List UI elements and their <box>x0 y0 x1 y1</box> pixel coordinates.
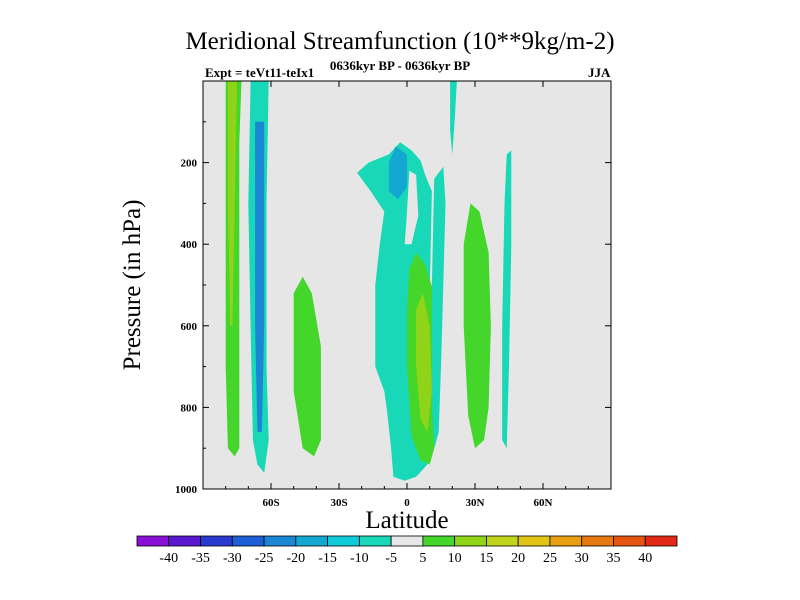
region-cyan-thin-45n <box>502 150 512 449</box>
colorbar-label: 30 <box>575 551 589 566</box>
x-tick-label: 60S <box>262 497 279 509</box>
y-tick-label: 400 <box>181 239 198 251</box>
region-cyan-band-15n <box>431 166 446 449</box>
contour-regions <box>225 81 512 481</box>
region-green-blob-45s <box>293 276 321 457</box>
colorbar-swatch <box>517 535 551 547</box>
colorbar-label: 5 <box>419 551 426 566</box>
region-gray-gap-equator <box>404 170 419 245</box>
colorbar-label: 20 <box>511 551 525 566</box>
x-tick-label: 0 <box>404 497 410 509</box>
colorbar-swatch <box>390 535 424 547</box>
chart-subtitle-period: 0636kyr BP - 0636kyr BP <box>329 58 471 73</box>
colorbar-label: -35 <box>191 551 210 566</box>
y-tick-label: 800 <box>181 402 198 414</box>
colorbar-swatch <box>168 535 201 547</box>
colorbar-swatch <box>486 535 519 547</box>
chart-title: Meridional Streamfunction (10**9kg/m-2) <box>185 28 615 55</box>
colorbar-label: -25 <box>255 551 274 566</box>
colorbar-label: 40 <box>638 551 652 566</box>
axis-ticks: 60S 30S 0 30N 60N 200 400 600 800 1000 <box>175 81 612 509</box>
colorbar-swatch <box>358 535 392 547</box>
colorbar-label: 35 <box>606 551 620 566</box>
y-tick-label: 200 <box>181 158 198 170</box>
x-axis-title: Latitude <box>365 507 448 534</box>
colorbar-label: -30 <box>223 551 242 566</box>
colorbar-label: -5 <box>385 551 397 566</box>
y-tick-label: 600 <box>181 321 198 333</box>
colorbar-swatch <box>422 535 456 547</box>
region-green-blob-30n <box>463 203 491 449</box>
colorbar-label: -40 <box>159 551 178 566</box>
colorbar-swatch <box>613 535 646 547</box>
colorbar-label: -10 <box>350 551 369 566</box>
colorbar-label: -20 <box>286 551 305 566</box>
colorbar-label: 15 <box>479 551 493 566</box>
colorbar-label: 10 <box>448 551 462 566</box>
colorbar-swatch <box>581 535 614 547</box>
colorbar-label: 25 <box>543 551 557 566</box>
colorbar-label: -15 <box>318 551 337 566</box>
region-yellow-core-equator <box>416 293 432 432</box>
colorbar-swatch <box>231 535 265 547</box>
region-blue-core-equator <box>388 146 407 200</box>
colorbar-swatch <box>295 535 328 547</box>
x-tick-label: 30S <box>330 497 347 509</box>
colorbar-swatch <box>549 535 583 547</box>
x-tick-label: 60N <box>534 497 553 509</box>
chart-subtitle-experiment: Expt = teVt11-teIx1 <box>205 65 315 80</box>
chart-subtitle-season: JJA <box>588 65 611 80</box>
colorbar-swatch <box>454 535 487 547</box>
y-axis-title: Pressure (in hPa) <box>119 200 146 371</box>
x-tick-label: 30N <box>466 497 485 509</box>
colorbar-swatch <box>327 535 360 547</box>
region-blue-core-60s <box>255 121 265 432</box>
colorbar-swatch <box>136 535 170 547</box>
colorbar-swatch <box>644 535 678 547</box>
colorbar: -40 -35 -30 -25 -20 -15 -10 -5 5 10 15 20 25 30 35 40 <box>136 535 678 566</box>
colorbar-swatch <box>263 535 297 547</box>
y-tick-label: 1000 <box>175 484 198 496</box>
colorbar-swatch <box>200 535 233 547</box>
region-yellow-core-70s <box>227 81 237 326</box>
region-cyan-top-20n <box>450 81 457 155</box>
